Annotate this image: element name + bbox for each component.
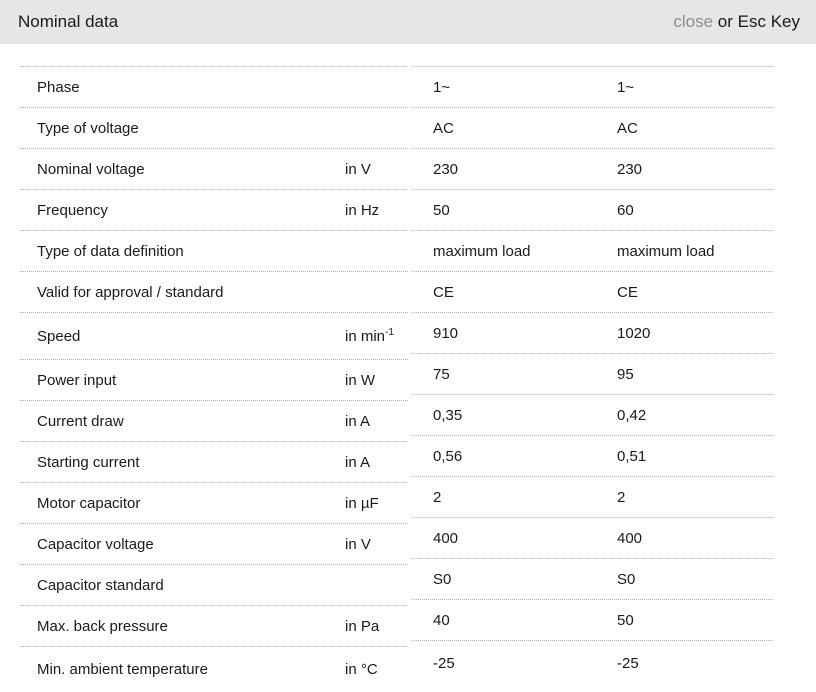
table-row: Phase [20, 67, 408, 108]
row-label: Nominal voltage [37, 160, 145, 178]
table-row: Starting current in A [20, 442, 408, 483]
row-unit: in V [345, 535, 371, 553]
table-row: 0,35 0,42 [412, 395, 773, 436]
table-row: Speed in min-1 [20, 313, 408, 360]
value-cell-2: 50 [617, 611, 634, 629]
row-label: Type of data definition [37, 242, 184, 260]
row-unit: in °C [345, 661, 378, 678]
dialog-header: Nominal data close or Esc Key [0, 0, 816, 44]
table-row: Motor capacitor in µF [20, 483, 408, 524]
unit-superscript: -1 [385, 326, 394, 338]
close-area: close or Esc Key [673, 12, 800, 32]
row-label: Speed [37, 327, 81, 345]
value-cell-1: 2 [433, 488, 442, 506]
table-row: Type of data definition [20, 231, 408, 272]
table-row: 40 50 [412, 600, 773, 641]
row-label: Max. back pressure [37, 617, 168, 635]
row-unit: in A [345, 453, 371, 471]
value-cell-2: -25 [617, 654, 639, 672]
table-row: Max. back pressure in Pa [20, 606, 408, 647]
value-cell-1: -25 [433, 654, 455, 672]
table-row: S0 S0 [412, 559, 773, 600]
table-row: 910 1020 [412, 313, 773, 354]
row-label: Motor capacitor [37, 494, 141, 512]
table-row: Power input in W [20, 360, 408, 401]
value-cell-1: CE [433, 283, 454, 301]
value-cell-2: AC [617, 119, 638, 137]
row-label: Min. ambient temperature [37, 661, 208, 678]
value-cell-2: 1020 [617, 324, 651, 342]
value-cell-1: maximum load [433, 242, 531, 260]
labels-pane: Phase Type of voltage Nominal voltage in V F… [20, 66, 408, 692]
row-unit: in Pa [345, 617, 380, 635]
value-cell-2: 60 [617, 201, 634, 219]
table-row: 50 60 [412, 190, 773, 231]
value-cell-2: 2 [617, 488, 626, 506]
row-label: Valid for approval / standard [37, 283, 224, 301]
value-cell-2: S0 [617, 570, 636, 588]
row-unit: in A [345, 412, 371, 430]
table-row: CE CE [412, 272, 773, 313]
table-row: 75 95 [412, 354, 773, 395]
value-cell-1: 75 [433, 365, 450, 383]
value-cell-2: CE [617, 283, 638, 301]
value-cell-1: 1~ [433, 78, 451, 96]
table-row: Current draw in A [20, 401, 408, 442]
value-cell-1: 50 [433, 201, 450, 219]
close-link[interactable]: close [673, 12, 714, 31]
value-cell-1: AC [433, 119, 454, 137]
table-row: -25 -25 [412, 641, 773, 685]
value-cell-2: 0,51 [617, 447, 647, 465]
table-row: Min. ambient temperature in °C [20, 647, 408, 692]
value-cell-2: maximum load [617, 242, 715, 260]
row-label: Power input [37, 371, 117, 389]
table-row: maximum load maximum load [412, 231, 773, 272]
value-cell-1: 0,35 [433, 406, 463, 424]
close-hint-text: or Esc Key [713, 12, 800, 31]
row-unit: in µF [345, 494, 379, 512]
row-unit: in V [345, 160, 371, 178]
value-cell-2: 95 [617, 365, 634, 383]
table-row: Capacitor standard [20, 565, 408, 606]
value-cell-2: 400 [617, 529, 643, 547]
table-row: 400 400 [412, 518, 773, 559]
row-label: Frequency [37, 201, 108, 219]
row-label: Type of voltage [37, 119, 139, 137]
table-row: Valid for approval / standard [20, 272, 408, 313]
table-row: Capacitor voltage in V [20, 524, 408, 565]
dialog-title: Nominal data [18, 12, 119, 31]
table-row: 1~ 1~ [412, 67, 773, 108]
table-row: Frequency in Hz [20, 190, 408, 231]
row-unit: in W [345, 371, 375, 389]
row-label: Starting current [37, 453, 140, 471]
row-label: Capacitor voltage [37, 535, 154, 553]
row-unit: in Hz [345, 201, 380, 219]
table-row: Nominal voltage in V [20, 149, 408, 190]
table-row: Type of voltage [20, 108, 408, 149]
value-cell-1: 230 [433, 160, 459, 178]
row-label: Current draw [37, 412, 124, 430]
value-cell-1: 910 [433, 324, 459, 342]
row-unit: in min-1 [345, 326, 394, 345]
value-cell-1: S0 [433, 570, 452, 588]
value-cell-2: 1~ [617, 78, 635, 96]
table-row: AC AC [412, 108, 773, 149]
row-label: Capacitor standard [37, 576, 164, 594]
value-cell-1: 0,56 [433, 447, 463, 465]
value-cell-1: 400 [433, 529, 459, 547]
value-cell-1: 40 [433, 611, 450, 629]
value-cell-2: 230 [617, 160, 643, 178]
table-row: 230 230 [412, 149, 773, 190]
value-cell-2: 0,42 [617, 406, 647, 424]
row-label: Phase [37, 78, 80, 96]
table-row: 0,56 0,51 [412, 436, 773, 477]
values-pane: 1~ 1~ AC AC 230 230 50 60 maximum load maximum lo… [412, 66, 773, 685]
